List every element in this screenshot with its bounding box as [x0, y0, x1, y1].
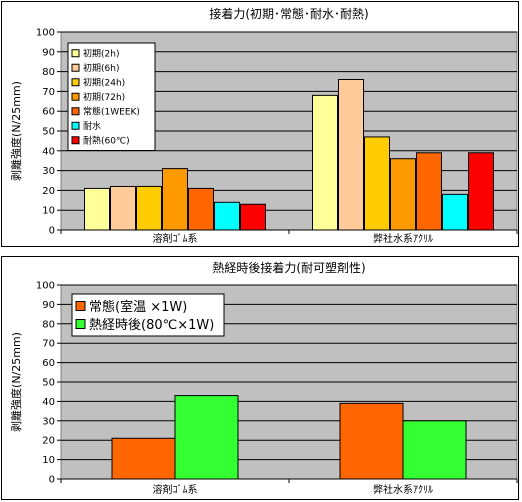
bar: [162, 168, 188, 231]
chart-2-panel: 熱経時後接着力(耐可塑剤性) 0 10 20 30 40 50 60 70 80 90 100 剥離強度…: [1, 256, 519, 500]
bar: [468, 152, 494, 231]
y-axis-label: 剥離強度(N/25mm): [9, 332, 23, 432]
legend-label: 耐熱(60℃): [83, 135, 130, 147]
y-tick-label: 80: [42, 67, 55, 78]
bar: [240, 203, 266, 231]
legend-label: 初期(2h): [83, 48, 119, 60]
y-tick-label: 40: [42, 146, 55, 157]
y-tick-label: 10: [42, 455, 55, 466]
bar: [174, 395, 239, 480]
legend-swatch: [71, 107, 80, 116]
y-tick-label: 50: [42, 378, 55, 389]
chart-1: 接着力(初期･常態･耐水･耐熱) 0 10 20 30 40 50 60 70 80 90 100 剥離…: [9, 6, 518, 245]
legend-swatch: [71, 49, 80, 58]
legend-label: 常態(1WEEK): [83, 106, 140, 118]
bar: [402, 420, 467, 480]
legend-label: 熱経時後(80℃×1W): [89, 318, 214, 333]
bar: [442, 193, 468, 231]
legend-label: 初期(72h): [83, 91, 125, 103]
y-tick-label: 30: [42, 166, 55, 177]
y-axis-label: 剥離強度(N/25mm): [9, 81, 23, 181]
y-tick-label: 60: [42, 107, 55, 118]
bar: [188, 187, 214, 231]
bar: [136, 185, 162, 231]
chart-1-panel: 接着力(初期･常態･耐水･耐熱) 0 10 20 30 40 50 60 70 80 90 100 剥離…: [1, 1, 519, 247]
legend-swatch: [75, 319, 86, 329]
bar: [364, 136, 390, 231]
y-tick-label: 70: [42, 87, 55, 98]
legend-swatch: [75, 301, 86, 311]
bar: [110, 185, 136, 231]
y-tick-label: 20: [42, 186, 55, 197]
y-tick-label: 40: [42, 397, 55, 408]
y-tick-label: 0: [49, 226, 55, 237]
legend-label: 初期(6h): [83, 62, 119, 74]
legend-swatch: [71, 78, 80, 87]
y-tick-label: 100: [36, 28, 55, 39]
legend-swatch: [71, 121, 80, 130]
x-tick-label: 弊社水系ｱｸﾘﾙ: [373, 483, 433, 496]
legend-box: [67, 42, 156, 151]
legend-label: 耐水: [83, 120, 101, 132]
x-tick-label: 弊社水系ｱｸﾘﾙ: [373, 232, 433, 245]
y-tick-label: 90: [42, 47, 55, 58]
bar: [84, 187, 110, 231]
chart-2: 熱経時後接着力(耐可塑剤性) 0 10 20 30 40 50 60 70 80 90 100 剥離強度…: [9, 260, 518, 496]
bar: [111, 437, 176, 480]
y-tick-label: 90: [42, 300, 55, 311]
bar: [339, 402, 404, 480]
legend-label: 初期(24h): [83, 77, 125, 89]
x-tick-label: 溶剤ｺﾞﾑ系: [153, 232, 198, 245]
y-tick-label: 30: [42, 416, 55, 427]
legend-swatch: [71, 92, 80, 101]
bar: [338, 79, 364, 231]
legend-label: 常態(室温 ×1W): [89, 299, 187, 315]
y-tick-label: 50: [42, 127, 55, 138]
y-tick-label: 20: [42, 436, 55, 447]
y-tick-label: 100: [36, 281, 55, 292]
y-tick-label: 0: [49, 475, 55, 486]
bar: [214, 201, 240, 231]
y-tick-label: 70: [42, 339, 55, 350]
chart-title: 熱経時後接着力(耐可塑剤性): [212, 260, 365, 275]
legend-box: [71, 293, 225, 337]
x-tick-label: 溶剤ｺﾞﾑ系: [153, 483, 198, 496]
bar: [312, 94, 338, 231]
y-tick-label: 80: [42, 319, 55, 330]
legend-swatch: [71, 63, 80, 72]
bar: [416, 152, 442, 231]
y-tick-label: 60: [42, 358, 55, 369]
bar: [390, 158, 416, 231]
y-tick-label: 10: [42, 206, 55, 217]
legend-swatch: [71, 136, 80, 145]
chart-title: 接着力(初期･常態･耐水･耐熱): [209, 6, 368, 21]
